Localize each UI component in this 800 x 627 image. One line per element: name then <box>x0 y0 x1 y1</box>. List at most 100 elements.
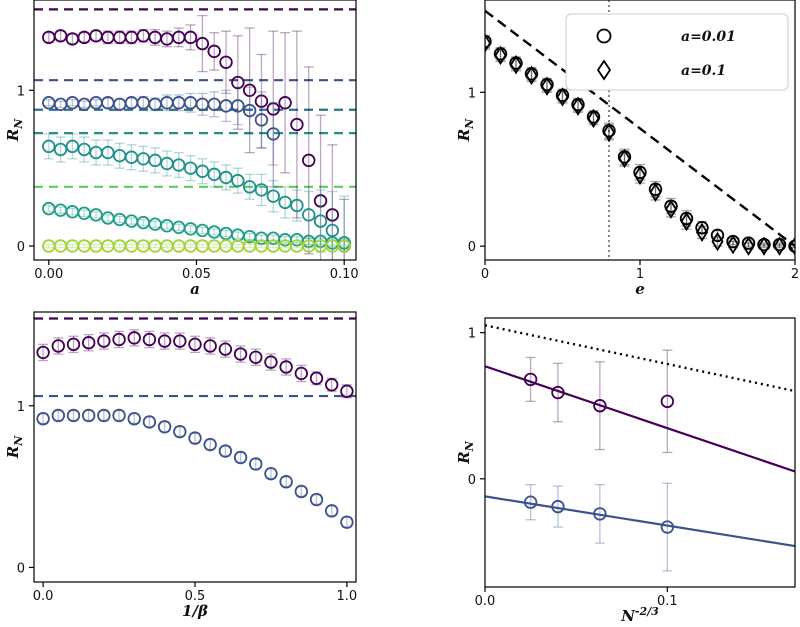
data-point <box>587 108 600 129</box>
x-tick-label: 0.5 <box>185 589 206 604</box>
data-point <box>203 437 217 452</box>
data-point <box>313 214 328 228</box>
data-point <box>173 334 187 348</box>
x-axis-label: e <box>635 280 645 298</box>
y-axis-label: RN <box>4 118 25 142</box>
x-axis-label: a <box>190 280 200 298</box>
data-point <box>249 457 263 471</box>
data-point <box>249 350 263 364</box>
x-tick-label: 0.05 <box>182 267 211 282</box>
y-tick-label: 0 <box>468 240 476 255</box>
x-tick-label: 2 <box>791 267 799 282</box>
data-point <box>710 228 725 243</box>
legend: a=0.01 a=0.1 <box>565 13 789 91</box>
data-point <box>231 75 245 90</box>
data-point <box>680 211 693 232</box>
data-point <box>219 55 233 69</box>
panel-top-left: 0.00 0.05 0.10 0 1 a RN <box>4 0 359 298</box>
data-point <box>89 208 103 222</box>
data-point <box>254 94 269 108</box>
data-point <box>53 29 68 43</box>
legend-label: a=0.01 <box>681 29 736 45</box>
panel-bottom-right: 0.0 0.1 0 1 N-2/3 RN <box>455 317 796 625</box>
y-tick-label: 1 <box>468 327 476 342</box>
legend-label: a=0.1 <box>681 63 726 79</box>
data-point <box>218 342 233 356</box>
data-point <box>309 371 324 385</box>
data-point <box>77 142 91 157</box>
y-tick-label: 0 <box>17 561 25 576</box>
data-point <box>742 236 755 256</box>
data-point <box>65 139 80 154</box>
data-point <box>42 139 56 154</box>
data-point <box>540 76 554 96</box>
data-point <box>618 148 631 169</box>
data-point <box>551 385 565 400</box>
data-point <box>254 183 269 197</box>
data-point <box>602 122 616 143</box>
x-tick-label: 0.00 <box>34 267 63 282</box>
data-point <box>279 360 293 374</box>
data-point <box>337 239 351 253</box>
data-point <box>97 408 111 423</box>
legend-marker-circle <box>596 28 612 44</box>
data-point <box>278 96 292 110</box>
data-point <box>195 164 210 178</box>
data-point <box>525 65 538 86</box>
data-point <box>695 220 709 235</box>
data-point <box>593 507 607 521</box>
data-point <box>203 339 217 353</box>
data-point <box>264 466 278 481</box>
panel-bottom-left: 0.0 0.5 1.0 0 1 1/β RN <box>4 311 357 620</box>
data-point <box>773 236 786 256</box>
data-point <box>266 189 280 203</box>
data-point <box>593 399 607 413</box>
data-point <box>726 234 740 255</box>
plot-area <box>485 324 795 572</box>
fit-line <box>485 365 795 473</box>
data-point <box>302 153 316 168</box>
legend-box <box>565 13 789 91</box>
data-point <box>183 161 198 175</box>
data-point <box>556 87 569 107</box>
y-tick-label: 0 <box>468 473 476 488</box>
data-point <box>66 337 81 352</box>
data-point <box>325 208 340 222</box>
data-point <box>173 424 187 439</box>
data-point <box>81 408 96 423</box>
data-point <box>127 331 141 345</box>
data-point <box>523 372 538 387</box>
reference-line <box>485 324 795 393</box>
data-point <box>324 378 339 392</box>
data-point <box>242 103 257 118</box>
data-point <box>254 113 269 127</box>
data-point <box>53 142 68 157</box>
data-point <box>302 208 316 222</box>
data-point <box>660 520 675 534</box>
x-tick-label: 1 <box>636 267 644 282</box>
fit-line <box>485 495 795 548</box>
data-point <box>188 337 202 352</box>
data-point <box>649 182 662 203</box>
data-point <box>695 222 709 243</box>
data-point <box>664 199 678 219</box>
data-point <box>551 499 565 514</box>
reference-line <box>485 9 795 248</box>
y-tick-label: 1 <box>17 84 25 99</box>
y-axis-label: RN <box>455 440 476 464</box>
data-point <box>242 83 257 97</box>
y-tick-label: 1 <box>17 400 25 415</box>
data-point <box>294 484 309 499</box>
data-point <box>279 475 293 489</box>
x-axis-label: N-2/3 <box>620 605 659 625</box>
x-axis-label: 1/β <box>182 602 208 620</box>
data-point <box>207 167 221 182</box>
plot-area <box>485 0 795 260</box>
data-point <box>51 339 66 353</box>
data-point <box>494 45 507 66</box>
data-point <box>142 332 157 347</box>
data-point <box>757 236 771 256</box>
data-point <box>81 336 96 350</box>
data-point <box>66 408 81 423</box>
data-point <box>313 194 328 208</box>
